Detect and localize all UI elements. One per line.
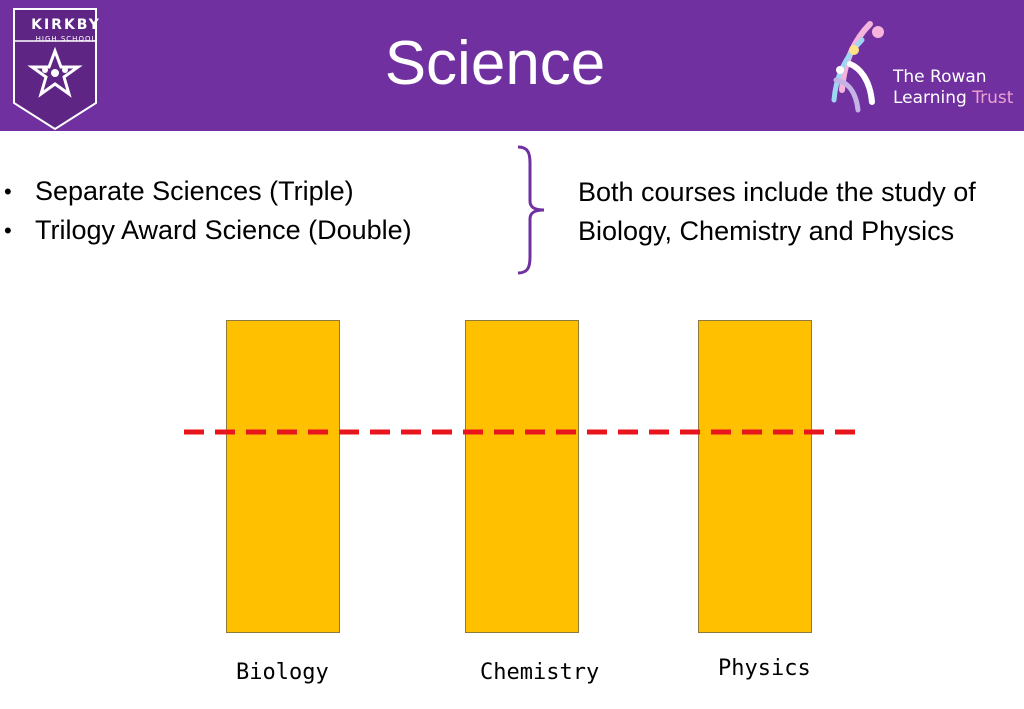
school-subtitle: HIGH SCHOOL: [35, 35, 97, 43]
split-dashed-line: [184, 429, 860, 435]
trust-word-trust: Trust: [972, 88, 1014, 108]
physics-bar: [698, 320, 812, 633]
curly-brace-icon: [517, 145, 545, 275]
trust-word-learning: Learning: [893, 88, 973, 108]
trust-word-rowan: Rowan: [930, 67, 987, 87]
course-item: Trilogy Award Science (Double): [0, 211, 412, 250]
trust-figures-icon: [831, 21, 884, 113]
biology-bar: [226, 320, 340, 633]
trust-word-the: The: [893, 67, 931, 87]
biology-label: Biology: [236, 660, 329, 685]
page-title: Science: [384, 29, 606, 98]
chemistry-bar: [465, 320, 579, 633]
physics-label: Physics: [718, 656, 811, 681]
school-shield-icon: [13, 8, 97, 131]
header-banner: KIRKBY HIGH SCHOOL Science The Rowan Lea…: [0, 0, 1024, 131]
course-list: Separate Sciences (Triple) Trilogy Award…: [0, 172, 412, 250]
chemistry-label: Chemistry: [480, 660, 600, 685]
school-logo: KIRKBY HIGH SCHOOL: [12, 7, 99, 131]
course-item: Separate Sciences (Triple): [0, 172, 412, 211]
trust-name: The Rowan Learning Trust: [893, 67, 1018, 109]
courses-note: Both courses include the study of Biolog…: [578, 177, 976, 246]
school-name: KIRKBY: [31, 17, 101, 33]
